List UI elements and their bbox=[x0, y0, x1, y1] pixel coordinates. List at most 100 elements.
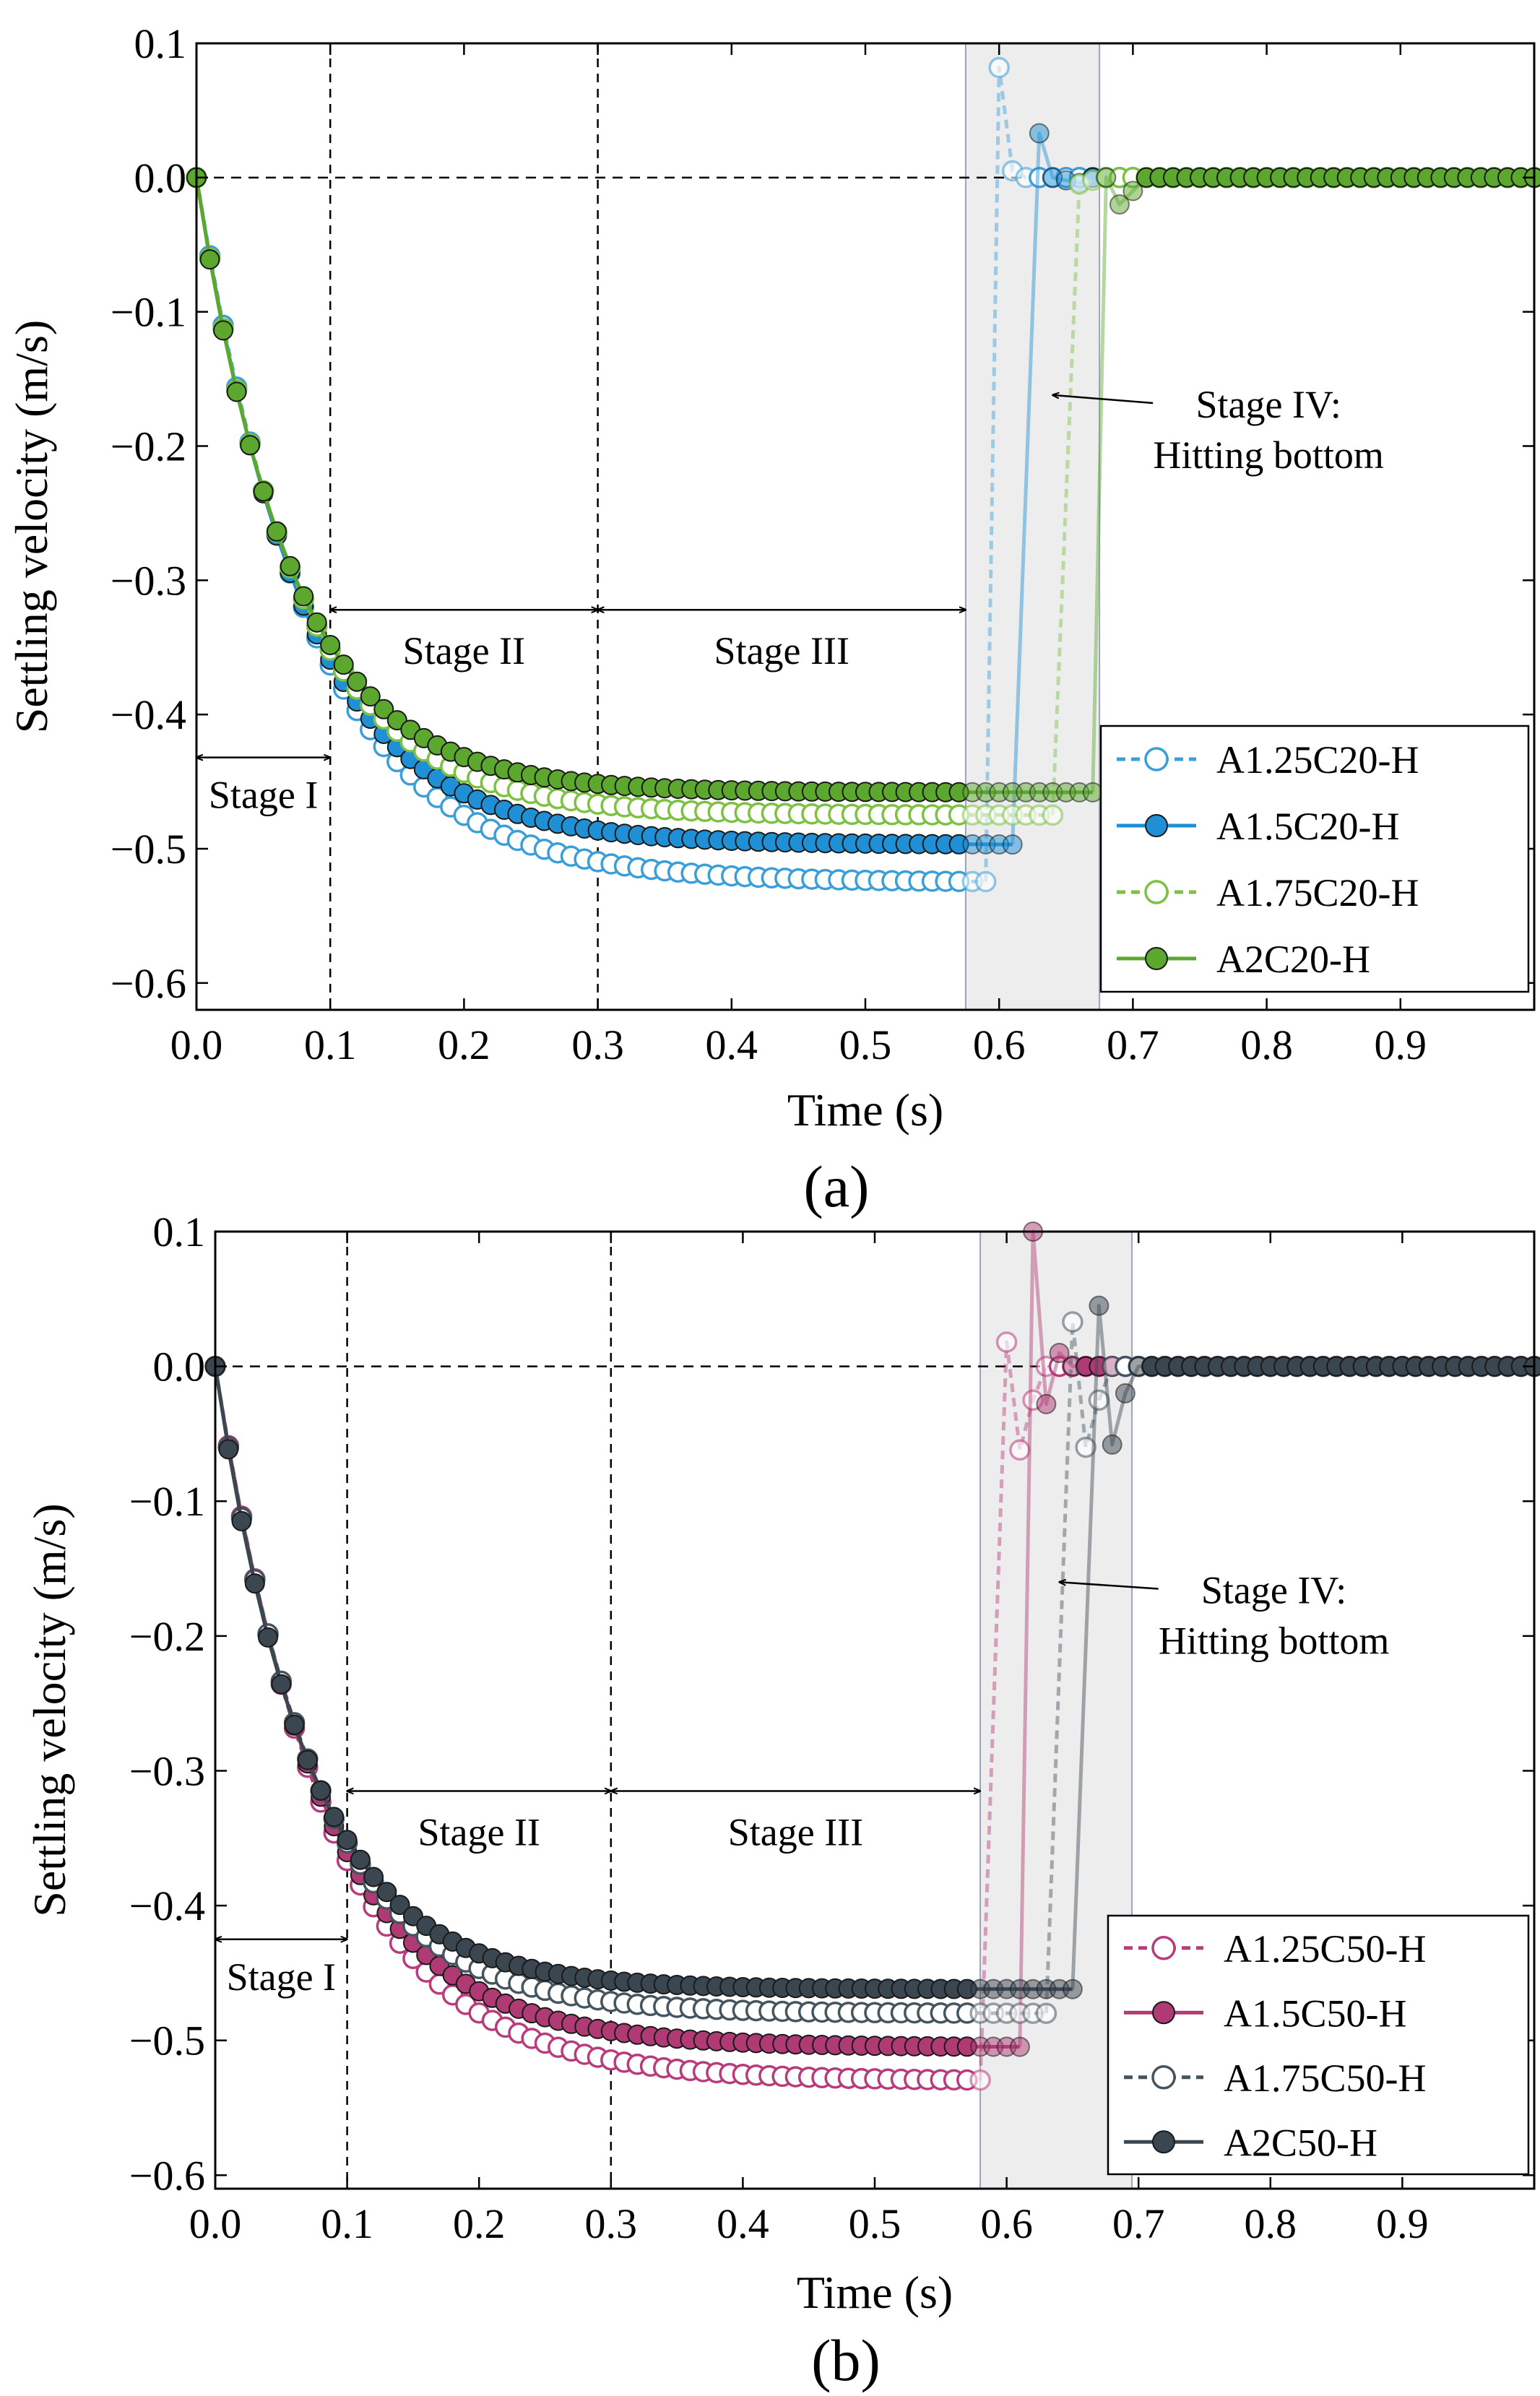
x-axis-label: Time (s) bbox=[797, 2267, 953, 2318]
x-tick-label: 0.1 bbox=[321, 2200, 373, 2247]
legend-marker bbox=[1151, 1936, 1176, 1960]
data-point bbox=[213, 320, 233, 341]
x-tick-label: 0.8 bbox=[1245, 2200, 1297, 2247]
data-point bbox=[1009, 1439, 1031, 1461]
legend-label: A1.25C50-H bbox=[1224, 1927, 1427, 1971]
legend-label: A1.5C20-H bbox=[1216, 805, 1400, 848]
data-point bbox=[1089, 1295, 1109, 1316]
data-point bbox=[389, 1895, 410, 1916]
legend-marker bbox=[1144, 747, 1169, 771]
stage-i-label: Stage I bbox=[209, 774, 318, 817]
series-line bbox=[213, 1366, 1020, 2049]
data-point bbox=[1009, 2036, 1030, 2057]
legend-entry: A1.25C50-H bbox=[1124, 1927, 1427, 1971]
x-tick-label: 0.3 bbox=[571, 1021, 624, 1068]
y-tick-label: −0.3 bbox=[129, 1747, 205, 1794]
stage-iv-label: Stage IV: bbox=[1201, 1569, 1346, 1612]
x-tick-label: 0.6 bbox=[980, 2200, 1033, 2247]
data-point bbox=[293, 586, 314, 607]
y-tick-label: −0.3 bbox=[111, 557, 186, 604]
data-point bbox=[253, 481, 274, 502]
legend: A1.25C20-H A1.5C20-H A1.75C20-H A2C20-H bbox=[1099, 725, 1530, 993]
data-point bbox=[1075, 1436, 1096, 1458]
series-impact-line bbox=[1044, 1320, 1125, 2014]
legend-marker bbox=[1151, 2065, 1176, 2090]
stage-iv-arrow bbox=[1052, 395, 1154, 405]
data-point bbox=[988, 56, 1010, 79]
data-point bbox=[360, 686, 381, 707]
x-tick-label: 0.4 bbox=[706, 1021, 758, 1068]
stage-annotations: Stage I Stage II Stage III Stage IV: Hit… bbox=[215, 1569, 1389, 1999]
data-point bbox=[306, 612, 327, 633]
x-tick-label: 0.0 bbox=[170, 1021, 223, 1068]
series-line bbox=[213, 1366, 1073, 1991]
series-A2C50-H bbox=[205, 1295, 1540, 1999]
data-point bbox=[1042, 804, 1064, 826]
y-tick-label: −0.4 bbox=[111, 691, 186, 738]
y-tick-label: −0.1 bbox=[111, 289, 186, 336]
x-tick-label: 0.2 bbox=[438, 1021, 490, 1068]
y-tick-label: 0.1 bbox=[153, 1208, 206, 1255]
data-point bbox=[311, 1780, 332, 1801]
legend-entry: A1.75C50-H bbox=[1124, 2057, 1427, 2100]
legend-marker bbox=[1152, 2130, 1175, 2154]
data-point bbox=[376, 1882, 397, 1903]
data-point bbox=[1036, 1393, 1057, 1414]
data-point bbox=[1049, 1343, 1070, 1363]
series-line bbox=[194, 177, 1013, 847]
x-tick-label: 0.8 bbox=[1240, 1021, 1293, 1068]
panel-label: (a) bbox=[803, 1154, 869, 1219]
data-point bbox=[333, 654, 354, 675]
y-tick-label: −0.2 bbox=[129, 1613, 205, 1660]
axis-ticks: 0.0 0.1 0.2 0.3 0.4 0.5 0.6 0.7 0.8 0.9 0.1 0.0 −0.1… bbox=[111, 20, 1534, 1068]
panel-a: Stage I Stage II Stage III Stage IV: Hit… bbox=[6, 20, 1540, 1219]
data-point bbox=[1096, 167, 1117, 188]
data-point bbox=[1035, 2002, 1057, 2024]
legend-marker bbox=[1145, 814, 1168, 837]
data-point bbox=[1115, 1383, 1135, 1404]
legend-entry: A2C50-H bbox=[1124, 2121, 1377, 2164]
legend-label: A1.25C20-H bbox=[1216, 738, 1419, 782]
data-point bbox=[284, 1714, 305, 1735]
panel-label: (b) bbox=[811, 2327, 881, 2393]
x-tick-label: 0.3 bbox=[585, 2200, 638, 2247]
data-point bbox=[373, 699, 394, 719]
data-point bbox=[1109, 194, 1130, 215]
data-point bbox=[995, 1331, 1018, 1353]
data-point bbox=[1102, 1434, 1122, 1455]
x-tick-label: 0.9 bbox=[1376, 2200, 1429, 2247]
data-point bbox=[297, 1750, 318, 1770]
legend-label: A1.75C20-H bbox=[1216, 871, 1419, 914]
stage-iv-sublabel: Hitting bottom bbox=[1153, 433, 1384, 477]
data-point bbox=[226, 381, 247, 402]
legend-marker bbox=[1144, 880, 1169, 904]
legend-entry: A1.75C20-H bbox=[1117, 871, 1419, 914]
data-point bbox=[347, 671, 368, 692]
data-point bbox=[350, 1849, 371, 1870]
x-tick-label: 0.5 bbox=[839, 1021, 892, 1068]
x-tick-label: 0.4 bbox=[717, 2200, 769, 2247]
legend-label: A1.5C50-H bbox=[1224, 1991, 1407, 2035]
legend-label: A2C20-H bbox=[1216, 938, 1370, 981]
y-tick-label: −0.4 bbox=[129, 1882, 205, 1929]
stage-iii-label: Stage III bbox=[728, 1810, 863, 1854]
data-point bbox=[267, 521, 287, 542]
stage-iii-label: Stage III bbox=[714, 629, 849, 672]
data-point bbox=[1029, 123, 1050, 144]
stage-iv-arrow bbox=[1060, 1582, 1159, 1590]
y-tick-label: −0.2 bbox=[111, 423, 186, 470]
series-impact-line bbox=[978, 1340, 1060, 2080]
series-layer bbox=[204, 1221, 1540, 2091]
legend-label: A2C50-H bbox=[1224, 2121, 1377, 2164]
x-tick-label: 0.7 bbox=[1112, 2200, 1165, 2247]
data-point bbox=[231, 1510, 252, 1531]
axis-ticks: 0.0 0.1 0.2 0.3 0.4 0.5 0.6 0.7 0.8 0.9 0.1 0.0 −0.1… bbox=[129, 1208, 1534, 2247]
x-tick-label: 0.1 bbox=[304, 1021, 357, 1068]
series-A2C20-H bbox=[186, 167, 1540, 803]
data-point bbox=[1062, 1978, 1083, 1999]
x-tick-label: 0.2 bbox=[453, 2200, 506, 2247]
data-point bbox=[244, 1573, 265, 1594]
x-tick-label: 0.9 bbox=[1375, 1021, 1427, 1068]
y-tick-label: −0.6 bbox=[111, 960, 186, 1007]
